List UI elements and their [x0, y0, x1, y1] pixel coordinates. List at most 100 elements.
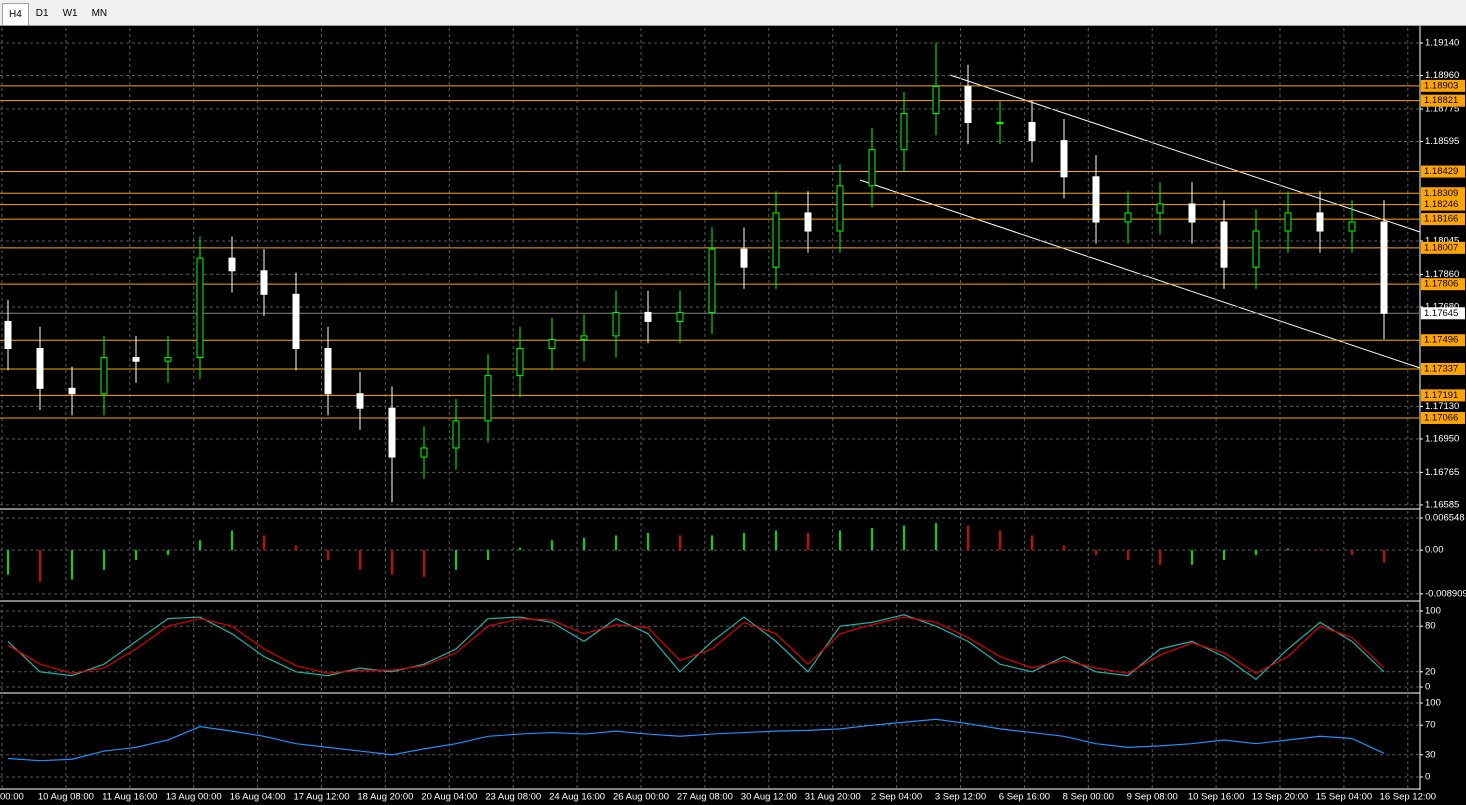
y-tick-label: 1.18595: [1425, 136, 1459, 147]
background: [0, 26, 1466, 805]
candle-body: [676, 311, 684, 322]
x-tick-label: 30 Aug 12:00: [741, 792, 797, 803]
candle-body: [964, 85, 972, 124]
level-label: 1.18166: [1424, 214, 1458, 225]
price-label: 1.17645: [1424, 308, 1458, 319]
candle-body: [1252, 230, 1260, 268]
y-tick-label: -0.008909: [1425, 588, 1466, 599]
candle-body: [644, 311, 652, 322]
y-tick-label: 1.16765: [1425, 467, 1459, 478]
candle-body: [228, 257, 236, 272]
x-tick-label: 27 Aug 08:00: [677, 792, 733, 803]
candle-body: [356, 393, 364, 409]
candle-body: [900, 113, 908, 151]
y-tick-label: 0: [1425, 771, 1430, 782]
candle-body: [932, 85, 940, 115]
x-tick-label: 00:00: [0, 792, 24, 803]
tab[interactable]: D1: [35, 8, 49, 19]
x-tick-label: 26 Aug 00:00: [613, 792, 669, 803]
x-tick-label: 3 Sep 12:00: [935, 792, 986, 803]
candle-body: [484, 375, 492, 422]
y-tick-label: 0: [1425, 682, 1430, 693]
candle-body: [196, 257, 204, 359]
x-tick-label: 9 Sep 08:00: [1127, 792, 1178, 803]
y-tick-label: 1.17680: [1425, 301, 1459, 312]
candle-body: [996, 122, 1004, 125]
y-tick-label: 1.18775: [1425, 104, 1459, 115]
y-tick-label: 0.00: [1425, 545, 1444, 556]
candle-body: [708, 248, 716, 313]
candle-body: [164, 357, 172, 362]
level-label: 1.18246: [1424, 199, 1458, 210]
x-tick-label: 31 Aug 20:00: [805, 792, 861, 803]
y-tick-label: 1.18960: [1425, 70, 1459, 81]
level-label: 1.17496: [1424, 335, 1458, 346]
level-tag: [1421, 213, 1465, 226]
candle-body: [100, 357, 108, 395]
candle-body: [1220, 221, 1228, 268]
level-tag: [1421, 411, 1465, 424]
indicator-line: [7, 614, 1385, 681]
level-tag: [1421, 334, 1465, 347]
indicator-line: [7, 616, 1385, 674]
x-tick-label: 13 Aug 00:00: [166, 792, 222, 803]
candle-body: [580, 335, 588, 341]
candle-body: [292, 293, 300, 350]
candle-body: [516, 348, 524, 377]
y-tick-label: 20: [1425, 666, 1436, 677]
candle-body: [1348, 221, 1356, 232]
y-tick-label: 0.006548: [1425, 513, 1465, 524]
candle-body: [836, 185, 844, 232]
x-tick-label: 10 Sep 16:00: [1188, 792, 1245, 803]
x-tick-label: 11 Aug 16:00: [102, 792, 157, 803]
candle-body: [36, 348, 44, 389]
level-tag: [1421, 94, 1465, 107]
candle-body: [772, 212, 780, 268]
level-label: 1.17337: [1424, 363, 1458, 374]
x-tick-label: 8 Sep 00:00: [1063, 792, 1114, 803]
y-tick-label: 1.17130: [1425, 401, 1459, 412]
y-tick-label: 100: [1425, 606, 1441, 617]
level-label: 1.17806: [1424, 279, 1458, 290]
candle-body: [1188, 203, 1196, 223]
x-tick-label: 10 Aug 08:00: [38, 792, 94, 803]
chart: 1.19140 1.18960 1.18775 1.18595 1.18045 1.178…: [0, 26, 1466, 805]
level-label: 1.17066: [1424, 412, 1458, 423]
tab[interactable]: W1: [62, 8, 78, 19]
candle-body: [1156, 203, 1164, 214]
level-tag: [1421, 278, 1465, 291]
candle-body: [420, 447, 428, 458]
y-tick-label: 80: [1425, 621, 1436, 632]
candle-body: [132, 357, 140, 362]
level-tag: [1421, 165, 1465, 178]
candle-body: [1028, 122, 1036, 142]
level-label: 1.18007: [1424, 242, 1458, 253]
level-label: 1.17191: [1424, 390, 1458, 401]
x-tick-label: 16 Aug 04:00: [230, 792, 286, 803]
tab[interactable]: H4: [2, 3, 29, 25]
candle-body: [1124, 212, 1132, 223]
candle-body: [1284, 212, 1292, 232]
x-tick-label: 17 Aug 12:00: [294, 792, 350, 803]
timeframe-bar: H4 D1 W1 MN: [0, 0, 1466, 26]
level-label: 1.18429: [1424, 166, 1458, 177]
candle-body: [868, 149, 876, 187]
x-tick-label: 23 Aug 08:00: [485, 792, 541, 803]
candle-body: [1380, 221, 1388, 314]
tab[interactable]: MN: [91, 8, 108, 19]
x-tick-label: 20 Aug 04:00: [421, 792, 477, 803]
y-tick-label: 1.16585: [1425, 499, 1459, 510]
level-tag: [1421, 79, 1465, 92]
y-tick-label: 1.17860: [1425, 269, 1459, 280]
y-tick-label: 1.16950: [1425, 433, 1459, 444]
level-label: 1.18903: [1424, 80, 1458, 91]
x-tick-label: 6 Sep 16:00: [999, 792, 1050, 803]
x-tick-label: 2 Sep 04:00: [871, 792, 922, 803]
price-tag: [1421, 307, 1465, 320]
x-tick-label: 18 Aug 20:00: [357, 792, 413, 803]
x-tick-label: 15 Sep 04:00: [1316, 792, 1373, 803]
y-tick-label: 1.18045: [1425, 235, 1459, 246]
level-tag: [1421, 241, 1465, 254]
level-tag: [1421, 362, 1465, 375]
